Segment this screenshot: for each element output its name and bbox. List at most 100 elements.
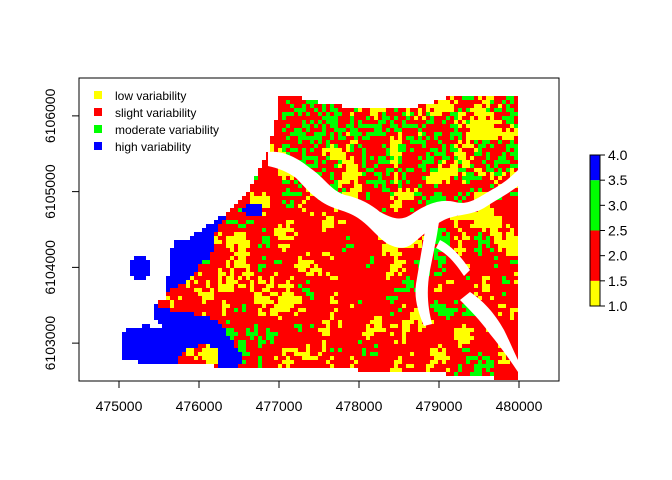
raster-cell <box>338 188 342 192</box>
raster-cell <box>414 268 418 272</box>
raster-cell <box>370 320 374 324</box>
raster-cell <box>278 284 282 288</box>
raster-cell <box>406 256 410 260</box>
raster-cell <box>146 348 150 352</box>
raster-cell <box>350 232 354 236</box>
raster-cell <box>238 332 242 336</box>
raster-cell <box>422 164 426 168</box>
raster-cell <box>134 344 138 348</box>
raster-cell <box>214 352 218 356</box>
raster-cell <box>266 232 270 236</box>
raster-cell <box>274 200 278 204</box>
raster-cell <box>438 312 442 316</box>
raster-cell <box>294 324 298 328</box>
raster-cell <box>350 292 354 296</box>
raster-cell <box>350 284 354 288</box>
raster-cell <box>210 252 214 256</box>
raster-cell <box>346 344 350 348</box>
raster-cell <box>286 344 290 348</box>
raster-cell <box>254 216 258 220</box>
raster-cell <box>414 248 418 252</box>
raster-cell <box>438 336 442 340</box>
raster-cell <box>486 260 490 264</box>
raster-cell <box>350 300 354 304</box>
raster-cell <box>450 116 454 120</box>
raster-cell <box>470 352 474 356</box>
raster-cell <box>322 304 326 308</box>
raster-cell <box>330 180 334 184</box>
raster-cell <box>234 208 238 212</box>
raster-cell <box>282 192 286 196</box>
raster-cell <box>278 212 282 216</box>
raster-cell <box>270 180 274 184</box>
raster-cell <box>498 232 502 236</box>
raster-cell <box>414 352 418 356</box>
raster-cell <box>382 280 386 284</box>
raster-cell <box>358 236 362 240</box>
raster-cell <box>182 356 186 360</box>
raster-cell <box>402 288 406 292</box>
raster-cell <box>374 204 378 208</box>
raster-cell <box>362 320 366 324</box>
raster-cell <box>314 340 318 344</box>
raster-cell <box>142 328 146 332</box>
raster-cell <box>250 276 254 280</box>
raster-cell <box>322 124 326 128</box>
raster-cell <box>462 132 466 136</box>
raster-cell <box>446 304 450 308</box>
raster-cell <box>482 108 486 112</box>
raster-cell <box>254 296 258 300</box>
raster-cell <box>242 312 246 316</box>
raster-cell <box>402 160 406 164</box>
raster-cell <box>398 276 402 280</box>
raster-cell <box>314 288 318 292</box>
raster-cell <box>130 264 134 268</box>
raster-cell <box>230 304 234 308</box>
raster-cell <box>318 212 322 216</box>
raster-cell <box>446 232 450 236</box>
raster-cell <box>266 308 270 312</box>
raster-cell <box>462 152 466 156</box>
raster-cell <box>346 244 350 248</box>
raster-cell <box>194 260 198 264</box>
raster-cell <box>302 268 306 272</box>
raster-cell <box>314 104 318 108</box>
raster-cell <box>438 332 442 336</box>
raster-cell <box>334 152 338 156</box>
raster-cell <box>342 320 346 324</box>
raster-cell <box>482 336 486 340</box>
raster-cell <box>446 224 450 228</box>
raster-cell <box>478 164 482 168</box>
raster-cell <box>334 228 338 232</box>
raster-cell <box>142 264 146 268</box>
raster-cell <box>282 188 286 192</box>
raster-cell <box>406 144 410 148</box>
raster-cell <box>178 336 182 340</box>
raster-cell <box>238 348 242 352</box>
raster-cell <box>262 168 266 172</box>
raster-cell <box>450 120 454 124</box>
raster-cell <box>438 148 442 152</box>
raster-cell <box>274 260 278 264</box>
raster-cell <box>350 120 354 124</box>
raster-cell <box>506 192 510 196</box>
raster-cell <box>430 260 434 264</box>
raster-cell <box>134 348 138 352</box>
raster-cell <box>474 332 478 336</box>
raster-cell <box>270 352 274 356</box>
raster-cell <box>334 212 338 216</box>
raster-cell <box>510 164 514 168</box>
raster-cell <box>442 156 446 160</box>
raster-cell <box>378 296 382 300</box>
raster-cell <box>334 340 338 344</box>
raster-cell <box>186 336 190 340</box>
raster-cell <box>358 296 362 300</box>
raster-cell <box>370 188 374 192</box>
raster-cell <box>378 268 382 272</box>
raster-cell <box>350 220 354 224</box>
raster-cell <box>226 212 230 216</box>
raster-cell <box>306 124 310 128</box>
raster-cell <box>258 168 262 172</box>
raster-cell <box>302 320 306 324</box>
raster-cell <box>430 324 434 328</box>
